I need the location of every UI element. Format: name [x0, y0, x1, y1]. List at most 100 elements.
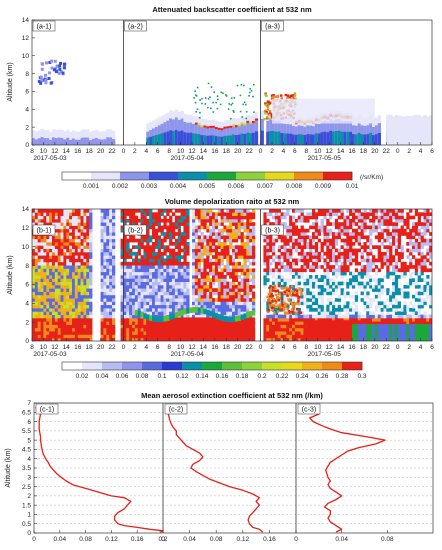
x-tick-label: 20 — [371, 148, 379, 155]
x-tick-label: 0.08 — [210, 536, 223, 543]
chart-a-title: Attenuated backscatter coefficient at 53… — [152, 5, 312, 14]
x-tick-label: 20 — [234, 344, 242, 351]
chart-a-ylabel: Altitude (km) — [7, 62, 14, 101]
x-tick-label: 22 — [108, 148, 116, 155]
x-tick-label: 20 — [97, 344, 105, 351]
y-tick-label: 4 — [25, 106, 29, 113]
y-tick-label: 3.5 — [22, 465, 31, 472]
subplot-label: (b-3) — [265, 228, 280, 235]
x-tick-label: 16 — [211, 148, 219, 155]
x-tick-label: 14 — [200, 344, 208, 351]
extinction-profile — [300, 406, 386, 533]
x-tick-label: 8 — [304, 344, 308, 351]
colorbar-tick-label: 0.16 — [216, 373, 229, 380]
x-tick-label: 0.04 — [335, 536, 348, 543]
y-tick-label: 6.5 — [22, 409, 31, 416]
x-tick-label: 18 — [223, 148, 231, 155]
x-tick-label: 0.16 — [263, 536, 276, 543]
y-tick-label: 0 — [27, 530, 31, 537]
subplot-label: (b-1) — [37, 228, 52, 235]
date-label: 2017-05-03 — [33, 155, 67, 162]
x-tick-label: 12 — [326, 344, 334, 351]
colorbar-swatch — [282, 362, 303, 370]
colorbar-tick-label: 0.24 — [296, 373, 309, 380]
chart-b-title: Volume depolarization raito at 532 nm — [165, 197, 300, 206]
y-tick-label: 6 — [25, 89, 29, 96]
chart-b-frame — [31, 208, 433, 342]
x-tick-label: 6 — [156, 148, 160, 155]
subplot-label: (c-3) — [302, 407, 316, 414]
subplot-label: (a-2) — [128, 24, 143, 31]
x-tick-label: 12 — [188, 344, 196, 351]
subplot-label: (a-1) — [37, 24, 52, 31]
colorbar-swatch — [120, 172, 150, 180]
x-tick-label: 6 — [293, 148, 297, 155]
colorbar-tick-label: 0.06 — [116, 373, 129, 380]
colorbar-swatch — [149, 172, 179, 180]
colorbar-swatch — [202, 362, 223, 370]
colorbar-swatch — [62, 172, 92, 180]
x-tick-label: 6 — [156, 344, 160, 351]
date-label: 2017-05-05 — [308, 351, 342, 358]
x-tick-label: 22 — [246, 148, 254, 155]
colorbar-swatch — [122, 362, 143, 370]
chart-c-profiles: 0 0.5 1 1.5 2 2.5 3 3.5 4 4.5 5 5.5 6 6.5 7 0 0.04 0.08 0.… — [22, 400, 434, 543]
x-tick-label: 0 — [122, 148, 126, 155]
x-tick-label: 10 — [40, 344, 48, 351]
x-tick-label: 14 — [200, 148, 208, 155]
x-tick-label: 16 — [74, 344, 82, 351]
y-tick-label: 0 — [25, 338, 29, 345]
colorbar-tick-label: 0.28 — [336, 373, 349, 380]
y-tick-label: 1 — [27, 512, 31, 519]
y-tick-label: 0.5 — [22, 521, 31, 528]
x-tick-label: 22 — [108, 344, 116, 351]
y-tick-label: 4 — [25, 300, 29, 307]
colorbar-swatch — [322, 362, 343, 370]
subplot-label-box — [35, 403, 59, 415]
x-tick-label: 2 — [270, 148, 274, 155]
x-tick-label: 20 — [371, 344, 379, 351]
colorbar-swatch — [222, 362, 243, 370]
x-tick-label: 14 — [63, 148, 71, 155]
colorbar-swatch — [142, 362, 163, 370]
colorbar-tick-label: 0.04 — [96, 373, 109, 380]
subplot-label: (c-2) — [169, 407, 183, 414]
x-tick-label: 10 — [314, 148, 322, 155]
subplot-label-box — [124, 224, 147, 236]
y-tick-label: 5 — [27, 437, 31, 444]
subplot-label-box — [261, 224, 284, 236]
colorbar-tick-label: 0.08 — [136, 373, 149, 380]
chart-b-colorbar: 0.02 0.04 0.06 0.08 0.1 0.12 0.14 0.16 0.18 0.2 0.… — [61, 361, 367, 380]
chart-a-colorbar: 0.001 0.002 0.003 0.004 0.005 0.006 0.007 0.008… — [61, 171, 383, 190]
x-tick-label: 18 — [360, 344, 368, 351]
chart-a-frame — [31, 19, 433, 146]
x-tick-label: 4 — [419, 344, 423, 351]
subplot-label-box — [124, 20, 147, 32]
chart-b-heatmap — [32, 209, 432, 341]
colorbar-tick-label: 0.009 — [315, 183, 332, 190]
x-tick-label: 22 — [383, 344, 391, 351]
colorbar-tick-label: 0.002 — [112, 183, 129, 190]
x-tick-label: 22 — [246, 344, 254, 351]
x-tick-label: 2 — [133, 148, 137, 155]
y-tick-label: 2 — [27, 493, 31, 500]
x-tick-label: 2 — [407, 148, 411, 155]
colorbar-tick-label: 0.14 — [196, 373, 209, 380]
x-tick-label: 18 — [360, 148, 368, 155]
y-tick-label: 10 — [22, 244, 30, 251]
colorbar-swatch — [182, 362, 203, 370]
chart-b-ylabel: Altitude (km) — [7, 255, 14, 294]
x-tick-label: 22 — [383, 148, 391, 155]
y-tick-label: 8 — [25, 263, 29, 270]
x-tick-label: 2 — [133, 344, 137, 351]
x-tick-label: 8 — [167, 344, 171, 351]
subplot-label: (b-2) — [128, 228, 143, 235]
extinction-profile — [165, 406, 264, 533]
colorbar-unit: (/sr/Km) — [360, 174, 383, 181]
colorbar-swatch — [207, 172, 237, 180]
y-tick-label: 14 — [22, 206, 30, 213]
y-tick-label: 2.5 — [22, 484, 31, 491]
